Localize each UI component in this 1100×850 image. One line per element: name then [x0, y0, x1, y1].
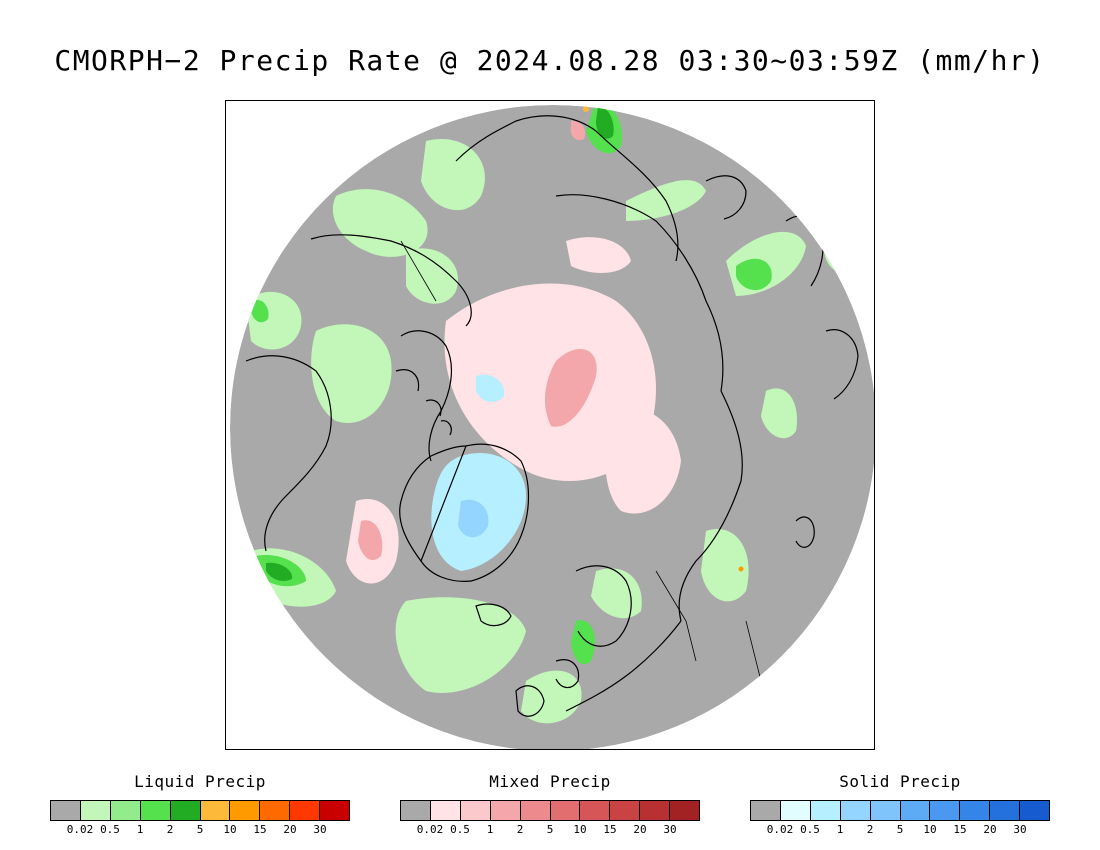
legend-tick-label: 20: [633, 823, 647, 836]
solid-precip-medium-areas: [458, 499, 489, 538]
legend-tick-label: 0.5: [450, 823, 470, 836]
legend-tick-label: 2: [166, 823, 174, 836]
legend-swatch-3: [840, 801, 871, 820]
legend-tick-label: 10: [223, 823, 237, 836]
legend-tick-label: 10: [573, 823, 587, 836]
legend-tick-label: 30: [1013, 823, 1027, 836]
legend-tick-label: 1: [136, 823, 144, 836]
legend-tick-label: 1: [486, 823, 494, 836]
legend-tick-label: 0.02: [766, 823, 794, 836]
legend-swatch-4: [170, 801, 201, 820]
coastlines: [245, 115, 859, 717]
legend-swatch-1: [430, 801, 461, 820]
legend-swatch-2: [110, 801, 141, 820]
solid-precip-legend: Solid Precip 0.02 0.5 1 2 5 10 15 20 30: [750, 772, 1050, 837]
legend-tick-label: 20: [983, 823, 997, 836]
legend-tick-label: 15: [953, 823, 967, 836]
legend-swatch-0: [51, 801, 81, 820]
legend-tick-label: 15: [253, 823, 267, 836]
legend-swatch-2: [810, 801, 841, 820]
tick-labels: 0.02 0.5 1 2 5 10 15 20 30: [400, 823, 700, 837]
mixed-precip-medium-areas: [358, 120, 597, 561]
legend-tick-label: 10: [923, 823, 937, 836]
liquid-precip-intense-spot: [583, 106, 589, 112]
legend-swatch-3: [140, 801, 171, 820]
legend-tick-label: 0.5: [100, 823, 120, 836]
legend-tick-label: 0.5: [800, 823, 820, 836]
legend-tick-label: 20: [283, 823, 297, 836]
legend-tick-label: 2: [516, 823, 524, 836]
legend-swatch-8: [640, 801, 671, 820]
legend-swatch-4: [520, 801, 551, 820]
legend-tick-label: 0.02: [66, 823, 94, 836]
liquid-precip-medium-areas: [251, 105, 772, 665]
legend-title: Mixed Precip: [489, 772, 611, 791]
legend-swatch-1: [80, 801, 111, 820]
legend-tick-label: 30: [313, 823, 327, 836]
legend-swatch-5: [900, 801, 931, 820]
color-bar: [50, 800, 350, 821]
legend-swatch-6: [580, 801, 611, 820]
legend-swatch-3: [490, 801, 521, 820]
color-bar: [750, 800, 1050, 821]
legend-swatch-2: [460, 801, 491, 820]
legend-swatch-9: [1020, 801, 1050, 820]
precip-map: [225, 100, 875, 750]
liquid-precip-heavy-areas: [266, 106, 614, 582]
tick-labels: 0.02 0.5 1 2 5 10 15 20 30: [50, 823, 350, 837]
mixed-precip-legend: Mixed Precip 0.02 0.5 1 2 5 10 15 20 30: [400, 772, 700, 837]
legend-title: Liquid Precip: [134, 772, 266, 791]
tick-labels: 0.02 0.5 1 2 5 10 15 20 30: [750, 823, 1050, 837]
color-bar: [400, 800, 700, 821]
map-title: CMORPH−2 Precip Rate @ 2024.08.28 03:30~…: [54, 44, 1046, 77]
legend-tick-label: 15: [603, 823, 617, 836]
legend-tick-label: 5: [896, 823, 904, 836]
polar-precip-map-graphic: [230, 105, 874, 749]
legend-tick-label: 5: [546, 823, 554, 836]
legend-title: Solid Precip: [839, 772, 961, 791]
legend-swatch-4: [870, 801, 901, 820]
legend-swatch-1: [780, 801, 811, 820]
liquid-precip-legend: Liquid Precip 0.02 0.5 1 2 5 10 15 20 30: [50, 772, 350, 837]
legend-swatch-6: [930, 801, 961, 820]
legend-tick-label: 1: [836, 823, 844, 836]
legend-tick-label: 30: [663, 823, 677, 836]
legend-tick-label: 5: [196, 823, 204, 836]
legend-tick-label: 2: [866, 823, 874, 836]
legend-swatch-5: [550, 801, 581, 820]
legend-swatch-9: [320, 801, 350, 820]
legend-swatch-5: [200, 801, 231, 820]
legend-swatch-0: [401, 801, 431, 820]
legend-swatch-9: [670, 801, 700, 820]
legend-swatch-0: [751, 801, 781, 820]
legend-swatch-8: [290, 801, 321, 820]
legend-swatch-7: [960, 801, 991, 820]
legend-swatch-6: [230, 801, 261, 820]
legend-swatch-8: [990, 801, 1021, 820]
legend-tick-label: 0.02: [416, 823, 444, 836]
legend-swatch-7: [610, 801, 641, 820]
legend-swatch-7: [260, 801, 291, 820]
liquid-precip-intense-spot: [738, 566, 744, 572]
